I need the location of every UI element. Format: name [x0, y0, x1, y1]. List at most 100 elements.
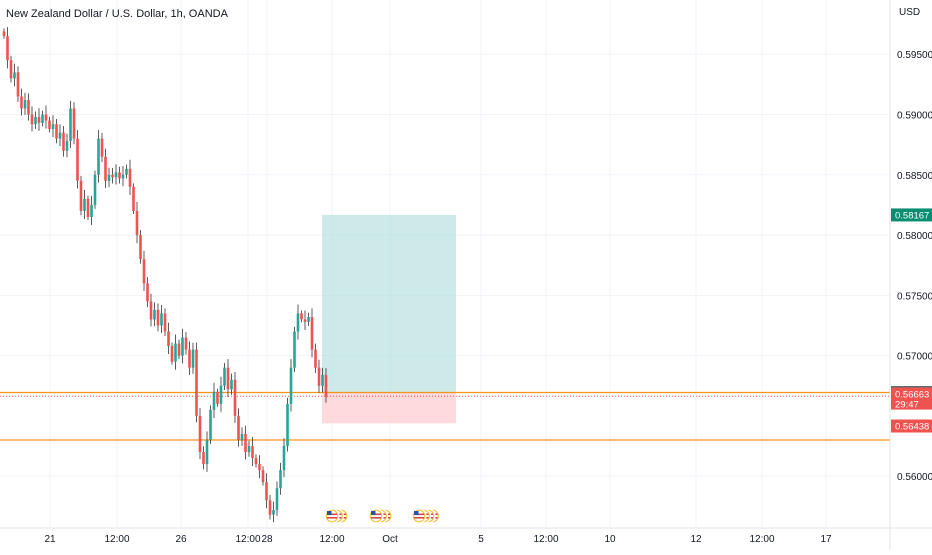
candle-body — [265, 482, 268, 501]
candle-body — [16, 72, 20, 97]
candle-body — [135, 210, 139, 236]
candle — [254, 454, 258, 468]
candle — [83, 189, 86, 220]
candle-body — [307, 317, 310, 322]
candle — [195, 342, 198, 423]
candle — [132, 183, 135, 215]
stop-price-badge[interactable]: 0.56438 — [891, 419, 932, 433]
candle-body — [13, 72, 16, 79]
candle-body — [97, 138, 100, 175]
candle-body — [226, 367, 230, 390]
candle — [205, 431, 209, 472]
candle-body — [76, 138, 79, 181]
candle — [9, 55, 13, 83]
y-tick-label: 0.57500 — [897, 291, 932, 302]
candle-body — [156, 309, 160, 326]
candle — [79, 176, 83, 216]
candle-body — [23, 100, 27, 109]
candle-body — [317, 367, 321, 386]
candle — [86, 195, 90, 220]
candle-body — [142, 259, 146, 284]
candle-body — [310, 317, 314, 350]
candle-body — [181, 337, 184, 356]
price-axis[interactable]: 0.59500 0.59000 0.58500 0.58000 0.57500 0.570… — [889, 0, 932, 550]
candle — [163, 308, 167, 337]
event-flag-stripe — [371, 517, 381, 519]
candle-body — [191, 349, 195, 368]
candle — [233, 372, 237, 423]
event-flag-icon[interactable] — [324, 508, 340, 524]
candle — [125, 164, 128, 179]
y-tick-label: 0.59500 — [897, 50, 932, 61]
candle-body — [121, 174, 125, 179]
candle — [240, 427, 244, 446]
y-tick-label: 0.57000 — [897, 352, 932, 363]
candle-body — [114, 172, 118, 178]
candle — [293, 326, 296, 372]
candle — [69, 100, 72, 148]
candle — [153, 302, 156, 327]
candle — [282, 438, 286, 478]
candle-body — [48, 120, 51, 129]
profit-zone[interactable] — [322, 214, 456, 393]
target-price-badge-bg — [891, 208, 932, 222]
candle-body — [153, 309, 156, 320]
stop-zone[interactable] — [322, 392, 456, 424]
event-flag-icon[interactable] — [368, 508, 384, 524]
candle — [62, 126, 65, 157]
candle — [13, 63, 16, 87]
economic-events[interactable] — [324, 508, 441, 524]
candle — [55, 118, 58, 144]
candle — [51, 115, 55, 137]
x-tick-label: 10 — [604, 534, 616, 545]
event-flag-icon[interactable] — [411, 508, 427, 524]
candle-body — [30, 114, 34, 125]
event-flag-canton — [414, 511, 419, 515]
candle-body — [296, 313, 300, 332]
candle-body — [184, 337, 188, 350]
horizontal-levels[interactable] — [0, 391, 890, 441]
candle — [289, 359, 293, 412]
candle — [296, 304, 300, 340]
candle-body — [2, 31, 6, 37]
candle — [121, 166, 125, 187]
candle — [324, 368, 328, 403]
candle-body — [230, 379, 233, 390]
candle — [198, 407, 202, 460]
candle-body — [286, 403, 289, 447]
long-position-tool[interactable] — [322, 214, 456, 424]
candle — [170, 342, 174, 365]
candle-body — [202, 452, 205, 465]
candle-body — [41, 114, 44, 123]
candle-body — [268, 500, 272, 515]
y-tick-label: 0.58500 — [897, 171, 932, 182]
candle-body — [37, 116, 41, 123]
candle — [41, 110, 44, 127]
x-tick-label: 12:00 — [104, 534, 129, 545]
candle — [97, 129, 100, 183]
candle-body — [300, 313, 303, 320]
candle-body — [149, 301, 153, 320]
target-price-badge[interactable]: 0.58167 — [891, 208, 932, 222]
candle — [2, 28, 6, 39]
x-tick-label: 12:00 — [749, 534, 774, 545]
candle — [156, 303, 160, 332]
current-price-badge-text: 0.56663 — [895, 390, 929, 401]
candle-body — [233, 379, 237, 416]
candle-body — [272, 509, 275, 515]
time-axis[interactable]: 21 12:00 26 12:00 28 12:00 Oct 5 12:00 10 12 12:00 1… — [0, 527, 932, 545]
candle-body — [139, 235, 142, 260]
candle — [48, 116, 51, 133]
candle — [321, 367, 324, 393]
candle-body — [216, 391, 219, 404]
event-flag-stripe — [327, 517, 337, 519]
candle — [314, 343, 317, 374]
candle — [177, 339, 181, 360]
candle-body — [223, 367, 226, 386]
currency-label: USD — [899, 7, 920, 18]
candle-body — [321, 374, 324, 386]
candle-body — [324, 374, 328, 397]
